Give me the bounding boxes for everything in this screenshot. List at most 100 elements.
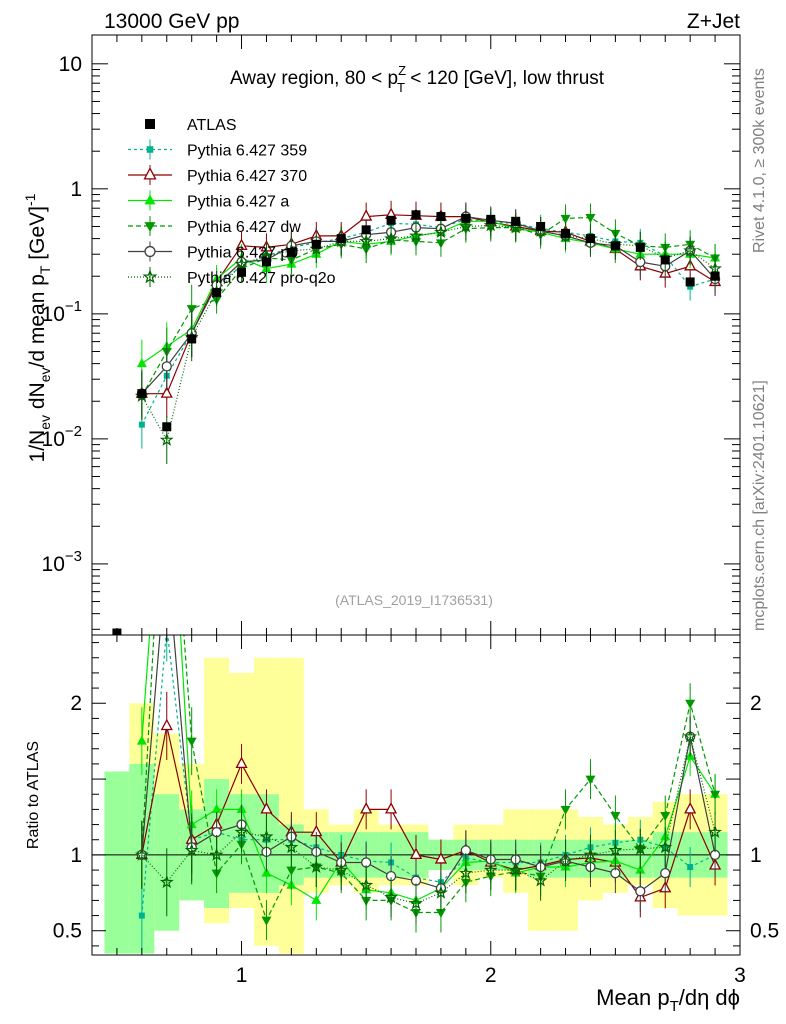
series-pythia-6-427-pro-q2o-ratio-point [458,865,473,880]
ratio-ylabel: Ratio to ATLAS [25,741,42,849]
atlas-data-point [561,228,571,238]
series-pythia-6-427-370-ratio-point [360,802,373,814]
series-pythia-6-427-p0-point [161,361,172,372]
series-pythia-6-427-pro-q2o-ratio-point [159,874,174,889]
series-pythia-6-427-pro-q2o-point [458,219,473,233]
series-pythia-6-427-dw-ratio-point [560,805,571,815]
series-pythia-6-427-pro-q2o-ratio-point [558,853,573,867]
legend-marker [143,167,157,180]
atlas-data-point [212,288,222,298]
atlas-data-point [461,213,471,223]
series-pythia-6-427-a-ratio-point [211,803,222,813]
atlas-data-point [237,267,247,277]
legend-marker [144,222,156,233]
series-pythia-6-427-pro-q2o-point [508,220,523,234]
y-tick-label: 1 [70,178,82,201]
series-pythia-6-427-a-ratio-point [136,735,147,745]
y-tick-label: 10−1 [42,298,82,326]
legend-marker [144,245,156,258]
ratio-plot-panel: 1 2 30.5 0.51 12 2 [53,634,779,987]
atlas-data-point [286,247,296,257]
series-pythia-6-427-dw-ratio-point [710,790,721,800]
atlas-data-point [685,277,695,287]
y-tick-label: 10−3 [42,548,82,576]
series-pythia-6-427-dw-ratio-point [435,909,446,919]
series-pythia-6-427-dw-ratio-point [585,775,596,785]
ratio-y-tick-label-right: 0.5 [750,920,779,943]
series-pythia-6-427-pro-q2o-point [234,256,249,271]
legend: ATLAS Pythia 6.427 359 Pythia 6.427 370 Pyt… [128,117,336,287]
header-left: 13000 GeV pp [104,10,239,33]
atlas-data-point [386,215,396,225]
series-pythia-6-427-p0-ratio-point [635,886,646,897]
legend-entry-pythia-6-427-359: Pythia 6.427 359 [128,139,307,160]
ratio-y-tick-label-right: 1 [750,844,762,867]
atlas-data-point [311,239,321,249]
series-pythia-6-427-370-point [360,209,373,221]
series-pythia-6-427-pro-q2o-point [708,261,722,275]
ratio-y-tick-label: 2 [70,692,82,715]
ratio-band-yellow [278,657,304,954]
ratio-y-tick-label-right: 2 [750,692,762,715]
atlas-data-point [585,234,595,244]
series-pythia-6-427-370-ratio-point [684,802,697,814]
xlabel: Mean pT/dη dϕ [596,985,740,1015]
mcplots-label: mcplots.cern.ch [arXiv:2401.10621] [751,380,768,631]
atlas-data-point [361,225,371,235]
series-pythia-6-427-pro-q2o-point [159,432,174,446]
legend-label: Pythia 6.427 dw [187,219,301,236]
series-pythia-6-427-pro-q2o-ratio-point [309,859,324,873]
legend-marker [144,194,156,205]
series-pythia-6-427-pro-q2o-ratio-point [334,862,349,876]
atlas-data-point [635,242,645,252]
series-pythia-6-427-pro-q2o-ratio-point [708,824,722,839]
x-tick-label: 3 [734,964,746,987]
atlas-data-point [436,212,446,222]
plot-title: Away region, 80 < pZ T < 120 [GeV], low t… [230,63,605,95]
series-pythia-6-427-370-point [160,386,173,398]
x-tick-label: 1 [236,964,248,987]
x-tick-label: 2 [485,964,497,987]
atlas-data-point [261,257,271,267]
series-pythia-6-427-pro-q2o-ratio-point [184,843,199,857]
series-pythia-6-427-a-ratio-point [635,864,646,874]
atlas-data-point [137,389,147,399]
series-pythia-6-427-pro-q2o-line [141,224,716,442]
atlas-data-point [610,241,620,251]
series-pythia-6-427-pro-q2o-ratio [134,716,722,924]
legend-label: ATLAS [187,117,237,134]
series-pythia-6-427-p0-line [141,215,716,395]
legend-entry-pythia-6-427-p0: Pythia 6.427 p0 [128,241,298,262]
legend-entry-pythia-6-427-a: Pythia 6.427 a [128,190,289,211]
header-right: Z+Jet [687,10,740,33]
series-pythia-6-427-a-point [136,358,147,368]
series-pythia-6-427-dw-ratio-point [186,737,197,747]
series-pythia-6-427-p0-ratio-point [660,867,671,879]
series-pythia-6-427-pro-q2o-point [409,228,423,242]
legend-entry-pythia-6-427-pro-q2o: Pythia 6.427 pro-q2o [128,267,336,287]
ratio-band-green [104,771,130,954]
atlas-data-point [511,216,521,226]
series-pythia-6-427-370-ratio-point [385,802,398,814]
series-pythia-6-427-pro-q2o-ratio-point [683,729,698,743]
atlas-data-point [336,234,346,244]
series-pythia-6-427-pro-q2o-ratio-point [134,847,149,861]
main-plot-panel: 10−3 10−2 10−1 1 10 Away region, 80 < pZ T < … [42,34,741,636]
series-pythia-6-427-370-ratio-point [260,802,273,814]
series-pythia-6-427-dw-ratio-point [660,811,671,821]
series-pythia-6-427-359-ratio-point [138,912,145,919]
series-pythia-6-427-370-ratio-point [235,756,248,769]
legend-label: Pythia 6.427 370 [187,168,307,185]
atlas-data-point [660,255,670,265]
series-pythia-6-427-pro-q2o-point [359,234,374,248]
series-pythia-6-427-pro-q2o-ratio-point [434,885,448,899]
atlas-data-point [486,214,496,224]
series-pythia-6-427-359-point [138,421,145,428]
series-pythia-6-427-dw-ratio-point [610,811,621,821]
series-pythia-6-427-359-point [687,283,694,290]
legend-label: Pythia 6.427 p0 [187,245,298,262]
series-pythia-6-427-pro-q2o-ratio-point [533,873,548,887]
rivet-label: Rivet 4.1.0, ≥ 300k events [751,68,768,253]
legend-marker [146,146,154,153]
legend-entry-pythia-6-427-dw: Pythia 6.427 dw [128,216,301,236]
